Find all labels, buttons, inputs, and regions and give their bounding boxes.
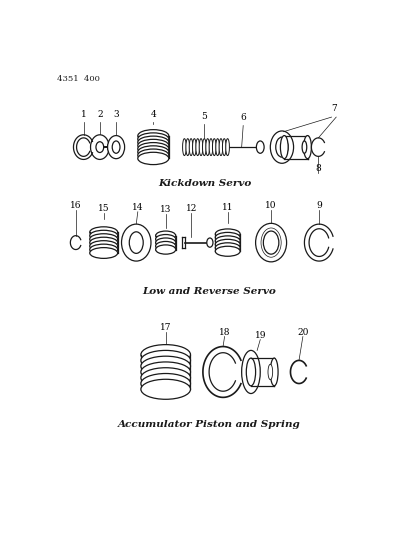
Ellipse shape — [222, 139, 226, 156]
Ellipse shape — [90, 248, 118, 259]
Ellipse shape — [215, 229, 240, 239]
Text: 13: 13 — [160, 205, 171, 214]
Ellipse shape — [141, 350, 191, 370]
Ellipse shape — [189, 139, 193, 156]
Ellipse shape — [108, 142, 114, 152]
Text: 6: 6 — [240, 114, 246, 123]
Text: 12: 12 — [186, 204, 197, 213]
Ellipse shape — [91, 135, 109, 159]
Ellipse shape — [219, 139, 223, 156]
Text: 2: 2 — [97, 110, 103, 119]
Ellipse shape — [122, 224, 151, 261]
Text: 10: 10 — [265, 201, 277, 210]
Ellipse shape — [215, 232, 240, 243]
Ellipse shape — [155, 231, 176, 240]
Ellipse shape — [199, 139, 203, 156]
Ellipse shape — [213, 139, 216, 156]
Ellipse shape — [138, 136, 169, 148]
Ellipse shape — [141, 345, 191, 365]
Text: Low and Reverse Servo: Low and Reverse Servo — [142, 287, 276, 296]
Ellipse shape — [155, 241, 176, 251]
Ellipse shape — [90, 241, 118, 252]
Ellipse shape — [216, 139, 220, 156]
Ellipse shape — [90, 230, 118, 241]
Ellipse shape — [138, 130, 169, 142]
Ellipse shape — [141, 374, 191, 393]
Ellipse shape — [141, 368, 191, 387]
Ellipse shape — [280, 135, 288, 159]
Ellipse shape — [215, 236, 240, 246]
Text: 17: 17 — [160, 323, 171, 332]
Ellipse shape — [268, 364, 273, 379]
Ellipse shape — [90, 237, 118, 248]
Ellipse shape — [304, 135, 311, 159]
Ellipse shape — [242, 350, 260, 393]
Ellipse shape — [193, 139, 196, 156]
Ellipse shape — [302, 141, 307, 154]
Ellipse shape — [108, 135, 124, 159]
Ellipse shape — [90, 227, 118, 238]
Ellipse shape — [138, 149, 169, 161]
Text: 7: 7 — [331, 104, 337, 113]
Ellipse shape — [138, 133, 169, 145]
Ellipse shape — [112, 141, 120, 154]
Text: 5: 5 — [202, 112, 207, 121]
Ellipse shape — [155, 238, 176, 247]
Ellipse shape — [271, 131, 294, 163]
Ellipse shape — [215, 246, 240, 256]
Ellipse shape — [263, 231, 279, 254]
Ellipse shape — [246, 358, 255, 386]
Ellipse shape — [183, 139, 186, 156]
Ellipse shape — [141, 356, 191, 376]
Ellipse shape — [209, 139, 213, 156]
Text: 1: 1 — [81, 110, 86, 119]
Ellipse shape — [215, 239, 240, 249]
Ellipse shape — [141, 379, 191, 399]
Ellipse shape — [138, 142, 169, 155]
Ellipse shape — [129, 232, 143, 253]
Ellipse shape — [256, 141, 264, 154]
Ellipse shape — [138, 146, 169, 158]
Text: 9: 9 — [316, 201, 322, 210]
Text: 4351  400: 4351 400 — [57, 75, 100, 83]
Text: 15: 15 — [98, 204, 109, 213]
Ellipse shape — [276, 137, 288, 157]
Ellipse shape — [215, 243, 240, 253]
Text: 3: 3 — [113, 110, 119, 119]
Text: 19: 19 — [255, 330, 266, 340]
Ellipse shape — [155, 245, 176, 254]
Ellipse shape — [207, 238, 213, 247]
Text: Kickdown Servo: Kickdown Servo — [158, 179, 251, 188]
Ellipse shape — [206, 139, 209, 156]
Text: 14: 14 — [132, 203, 144, 212]
Text: 8: 8 — [315, 164, 321, 173]
Ellipse shape — [186, 139, 190, 156]
Text: 20: 20 — [297, 328, 308, 336]
Text: 18: 18 — [219, 328, 231, 336]
Ellipse shape — [202, 139, 206, 156]
Ellipse shape — [155, 235, 176, 244]
Ellipse shape — [271, 358, 278, 386]
Ellipse shape — [90, 244, 118, 255]
Ellipse shape — [226, 139, 229, 156]
Text: 11: 11 — [222, 203, 233, 212]
Ellipse shape — [138, 139, 169, 152]
Text: Accumulator Piston and Spring: Accumulator Piston and Spring — [118, 420, 300, 429]
Ellipse shape — [90, 234, 118, 245]
Ellipse shape — [96, 142, 104, 152]
Ellipse shape — [196, 139, 200, 156]
Text: 4: 4 — [151, 110, 156, 119]
Ellipse shape — [141, 362, 191, 382]
Ellipse shape — [255, 223, 286, 262]
Text: 16: 16 — [70, 201, 82, 210]
Ellipse shape — [138, 152, 169, 165]
